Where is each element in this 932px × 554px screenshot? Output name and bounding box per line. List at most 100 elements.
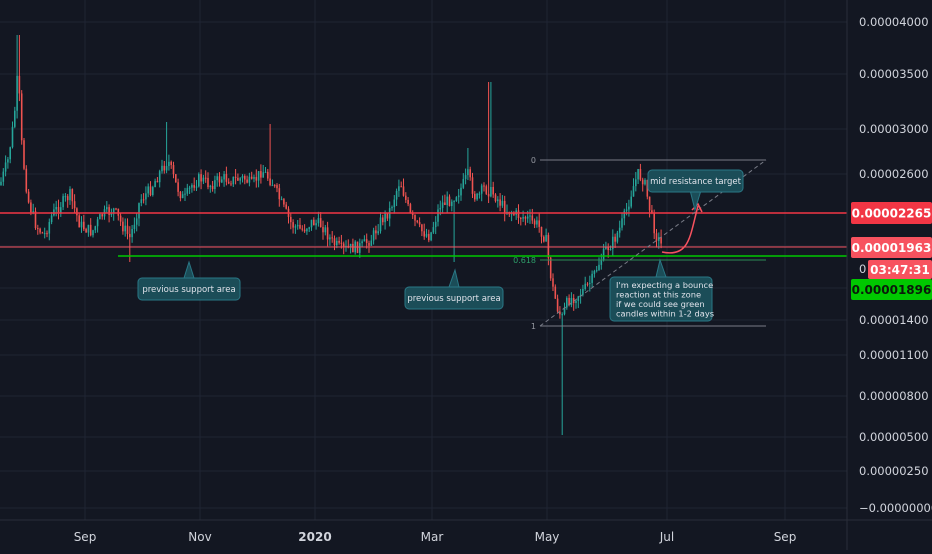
candle-body xyxy=(193,185,195,188)
candle-body xyxy=(145,193,147,200)
candle-body xyxy=(147,186,149,194)
price-tags: 0.00002265 0.00001963 03:47:31 0.00001896 xyxy=(851,202,932,300)
callout-box xyxy=(137,277,241,301)
candle-body xyxy=(172,165,175,175)
callout-text: previous support area xyxy=(407,294,500,304)
candle-body xyxy=(285,204,287,209)
candle-body xyxy=(646,179,649,197)
callout-text: mid resistance target xyxy=(650,177,742,187)
candle-body xyxy=(18,75,21,94)
candle-body xyxy=(221,179,223,183)
candle-body xyxy=(154,181,156,188)
candle-body xyxy=(336,240,338,246)
candle-body xyxy=(250,176,253,179)
candle-body xyxy=(526,216,529,219)
candle-body xyxy=(621,218,623,228)
candle-body xyxy=(211,185,214,190)
callout-box xyxy=(404,286,504,310)
y-tick-label: 0.00000800 xyxy=(859,389,929,403)
candle-body xyxy=(485,186,488,194)
candle-body xyxy=(218,176,221,183)
candle-body xyxy=(163,165,166,171)
candle-body xyxy=(234,176,237,178)
candle-body xyxy=(492,186,494,195)
candle-body xyxy=(237,177,239,181)
candle-body xyxy=(198,174,200,187)
candle-body xyxy=(186,188,189,194)
candle-body xyxy=(152,187,154,195)
candle-body xyxy=(579,294,582,297)
candle-body xyxy=(260,171,262,178)
candle-body xyxy=(361,241,363,244)
candle-body xyxy=(7,159,9,163)
candle-body xyxy=(409,204,412,213)
price-tag xyxy=(851,202,932,224)
candle-body xyxy=(37,228,39,230)
candle-body xyxy=(315,223,317,226)
candle-body xyxy=(480,185,483,194)
candle-body xyxy=(510,213,513,215)
candle-body xyxy=(27,191,30,203)
candle-body xyxy=(582,289,584,295)
y-tick-label: 0.00001400 xyxy=(859,313,929,327)
candle-body xyxy=(566,297,568,308)
candle-body xyxy=(333,238,336,246)
candle-body xyxy=(223,174,225,180)
candle-body xyxy=(71,189,74,202)
candle-body xyxy=(264,171,267,173)
candle-body xyxy=(191,185,193,188)
candle-body xyxy=(460,187,462,196)
candle-body xyxy=(329,237,331,240)
price-tag xyxy=(868,260,932,279)
candle-body xyxy=(561,314,563,316)
candle-body xyxy=(161,165,163,172)
callout-text: reaction at this zone xyxy=(616,290,701,300)
candle-body xyxy=(124,225,126,232)
candle-body xyxy=(117,208,120,216)
candle-body xyxy=(239,178,241,181)
candle-body xyxy=(614,236,616,242)
candle-body xyxy=(89,224,92,236)
y-tick-label: 0.00004000 xyxy=(859,15,929,29)
candle-body xyxy=(520,218,522,220)
candle-body xyxy=(326,227,329,240)
candle-body xyxy=(411,212,414,216)
candle-body xyxy=(349,243,352,248)
candle-body xyxy=(322,227,324,233)
candle-body xyxy=(660,237,662,244)
y-tick-label: 0.00000500 xyxy=(859,430,929,444)
candle-body xyxy=(536,220,538,225)
y-tick-label-partial: 0 xyxy=(859,262,866,276)
candle-body xyxy=(60,207,62,213)
candle-body xyxy=(437,209,439,222)
candle-body xyxy=(476,193,478,200)
candle-body xyxy=(402,186,405,196)
candle-body xyxy=(310,219,313,228)
candle-body xyxy=(651,210,653,213)
candle-body xyxy=(529,215,531,217)
candle-body xyxy=(216,176,218,181)
candle-body xyxy=(471,177,474,194)
callout-text: if we could see green xyxy=(616,299,705,309)
candle-body xyxy=(375,230,377,234)
candle-body xyxy=(253,177,255,179)
candle-body xyxy=(462,178,465,188)
candle-body xyxy=(405,195,407,200)
candle-body xyxy=(625,209,628,211)
y-tick-label: 0.00000250 xyxy=(859,464,929,478)
candle-body xyxy=(14,110,16,127)
candle-body xyxy=(616,232,619,242)
x-axis[interactable]: Sep Nov 2020 Mar May Jul Sep xyxy=(0,519,932,544)
candle-body xyxy=(547,234,550,258)
candle-body xyxy=(99,214,101,220)
candle-body xyxy=(313,219,315,226)
candle-body xyxy=(324,227,327,233)
candle-body xyxy=(34,211,37,229)
candle-body xyxy=(464,175,467,179)
candle-body xyxy=(126,225,129,234)
candle-body xyxy=(292,222,294,228)
candle-body xyxy=(591,273,593,283)
